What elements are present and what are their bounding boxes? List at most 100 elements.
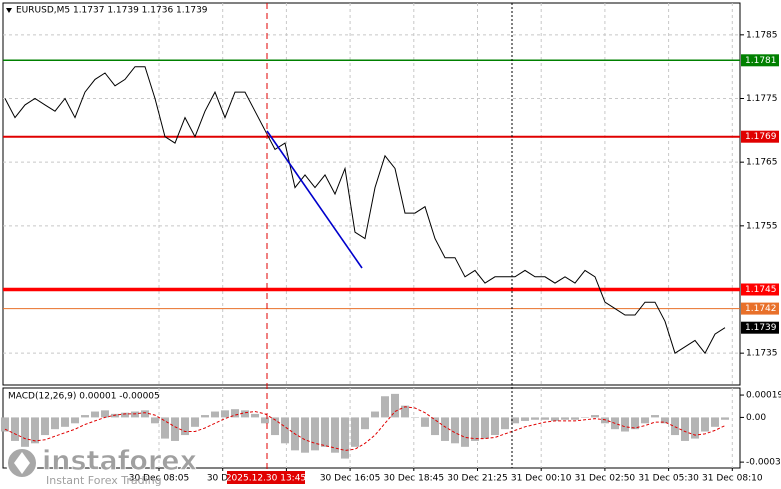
macd-bar: [551, 417, 559, 421]
macd-bar: [371, 411, 379, 418]
macd-bar: [561, 417, 569, 420]
macd-bar: [711, 417, 719, 427]
macd-bar: [81, 415, 89, 418]
main-panel: [2, 2, 741, 386]
macd-bar: [231, 409, 239, 418]
macd-bar: [431, 417, 439, 436]
macd-bar: [501, 417, 509, 430]
macd-bar: [151, 417, 159, 424]
logo-tagline: Instant Forex Trading: [46, 474, 162, 487]
macd-bar: [281, 417, 289, 444]
x-tick-label: 30 Dec 18:45: [384, 474, 445, 484]
price-line: [4, 66, 726, 355]
level-label: 1.1745: [745, 285, 777, 295]
x-tick-label: 31 Dec 08:10: [702, 474, 763, 484]
level-label-box: [741, 283, 779, 296]
macd-bar: [441, 417, 449, 441]
macd-bar: [411, 417, 419, 418]
macd-bar: [261, 417, 269, 424]
macd-bar: [571, 417, 579, 420]
macd-bar: [251, 413, 259, 418]
y-tick-label: 1.1755: [746, 221, 778, 231]
macd-bar: [121, 412, 129, 418]
macd-bar: [111, 413, 119, 418]
macd-bar: [161, 417, 169, 439]
menu-arrow: [6, 8, 12, 13]
crosshair-label-box: [227, 471, 305, 484]
logo-name: instaforex: [42, 446, 197, 477]
y-tick-label: 1.1735: [746, 349, 778, 359]
macd-title: MACD(12,26,9) 0.00001 -0.00005: [8, 392, 160, 402]
macd-bar: [361, 417, 369, 430]
macd-bar: [211, 411, 219, 418]
macd-bar: [461, 417, 469, 447]
macd-bar: [61, 417, 69, 427]
macd-bar: [141, 410, 149, 418]
macd-bar: [201, 415, 209, 418]
macd-y-tick-label: 0.00: [746, 413, 766, 423]
macd-bar: [331, 417, 339, 453]
x-tick-label: 30 Dec 08:05: [129, 474, 190, 484]
macd-bar: [301, 417, 309, 453]
x-tick-label: 30 Dec 16:05: [320, 474, 381, 484]
chart-title: EURUSD,M5 1.1737 1.1739 1.1736 1.1739: [16, 6, 208, 16]
y-tick-label: 1.1775: [746, 94, 778, 104]
x-tick-label: 31 Dec 05:30: [638, 474, 699, 484]
macd-bar: [181, 417, 189, 436]
macd-bar: [421, 417, 429, 427]
macd-bar: [221, 410, 229, 418]
crosshair-label: 2025.12.30 13:45: [226, 474, 306, 484]
macd-bar: [391, 393, 399, 418]
x-tick-label: 30 Dec 21:25: [447, 474, 508, 484]
logo: instaforex Instant Forex Trading: [6, 445, 197, 487]
trend-line: [266, 130, 363, 269]
macd-bar: [171, 417, 179, 441]
level-label: 1.1781: [745, 56, 777, 66]
macd-bar: [641, 417, 649, 424]
macd-bar: [341, 417, 349, 459]
macd-bar: [21, 417, 29, 447]
macd-bar: [601, 417, 609, 424]
macd-bar: [241, 410, 249, 418]
macd-bar: [691, 417, 699, 439]
macd-bar: [271, 417, 279, 436]
current-price-box: [741, 321, 779, 334]
y-tick-label: 1.1765: [746, 158, 778, 168]
level-label-box: [741, 130, 779, 143]
macd-bar: [541, 417, 549, 420]
level-label: 1.1742: [745, 304, 777, 314]
macd-bar: [531, 417, 539, 420]
macd-bar: [321, 417, 329, 447]
macd-bar: [401, 405, 409, 418]
macd-y-tick-label: 0.00019: [746, 391, 781, 401]
macd-bar: [491, 417, 499, 436]
macd-bar: [451, 417, 459, 444]
level-label-box: [741, 54, 779, 67]
macd-y-tick-label: -0.00038: [746, 458, 781, 468]
macd-signal-line: [4, 406, 726, 451]
macd-bar: [101, 410, 109, 418]
level-label: 1.1769: [745, 132, 777, 142]
macd-bar: [581, 417, 589, 418]
x-tick-label: 31 Dec 02:50: [575, 474, 636, 484]
macd-bar: [681, 417, 689, 441]
level-label-box: [741, 302, 779, 315]
macd-bar: [591, 415, 599, 418]
macd-bar: [721, 417, 729, 420]
macd-bar: [41, 417, 49, 436]
macd-bar: [511, 417, 519, 424]
macd-bar: [191, 417, 199, 427]
macd-bar: [11, 417, 19, 441]
macd-bar: [91, 411, 99, 418]
y-tick-label: 1.1785: [746, 30, 778, 40]
macd-bar: [311, 417, 319, 451]
macd-bar: [1, 417, 9, 432]
macd-bar: [621, 417, 629, 432]
macd-bar: [51, 417, 59, 430]
logo-icon-mark: [14, 452, 30, 474]
current-price-label: 1.1739: [745, 323, 777, 333]
x-tick-label: 30 Dec: [207, 474, 239, 484]
macd-bar: [351, 417, 359, 447]
